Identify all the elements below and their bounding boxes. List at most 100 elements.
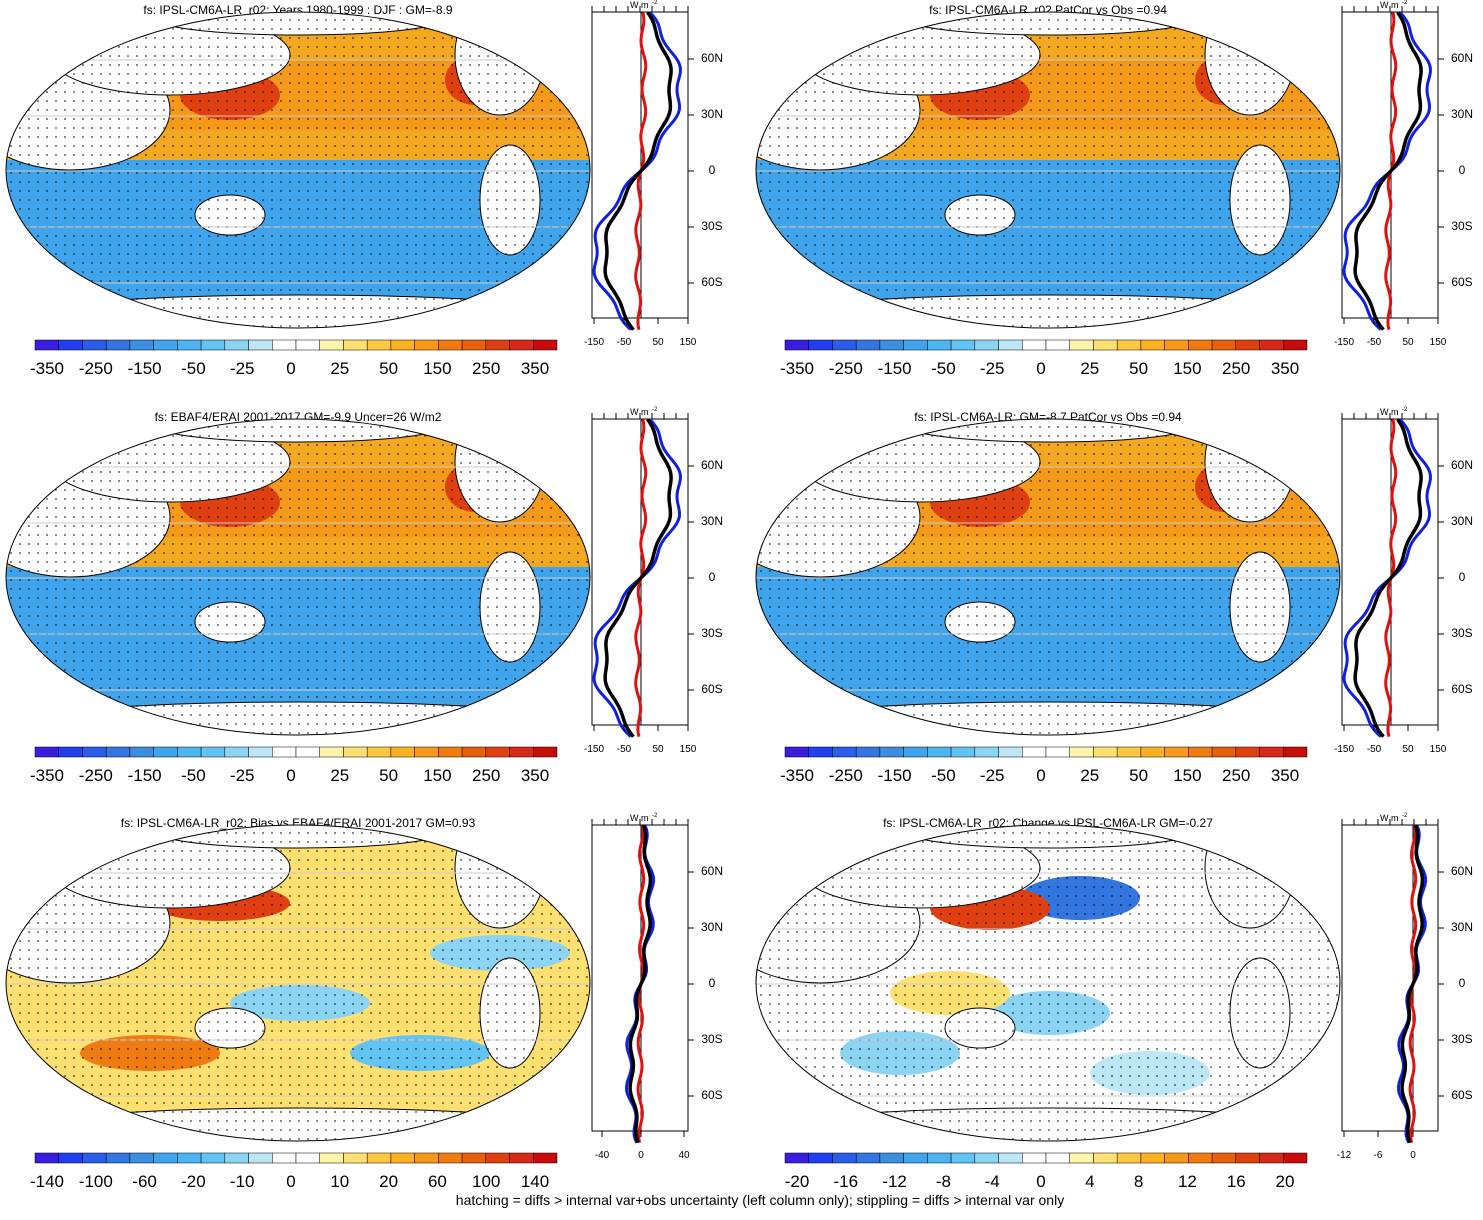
zonal-y-tick-label: 30S [1451, 219, 1472, 233]
colorbar-box [927, 339, 952, 351]
zonal-y-tick-label: 60N [701, 458, 723, 472]
colorbar-box [1211, 1152, 1237, 1164]
zonal-y-tick-label: 30N [701, 107, 723, 121]
colorbar-label: 50 [1129, 359, 1148, 378]
colorbar-label: 50 [379, 766, 398, 785]
zonal-y-tick-label: 0 [1459, 163, 1466, 177]
colorbar-label: -350 [780, 766, 814, 785]
colorbar-box [533, 746, 558, 758]
colorbar-label: -250 [79, 766, 113, 785]
colorbar-box [1116, 1152, 1142, 1164]
colorbar-label: 150 [423, 359, 451, 378]
colorbar-box [200, 1152, 226, 1164]
colorbar-label: 25 [330, 359, 349, 378]
zonal-y-tick-label: 60S [1451, 682, 1472, 696]
colorbar-box [903, 1152, 928, 1164]
colorbar-box [950, 746, 976, 758]
colorbar-label: 0 [1036, 766, 1045, 785]
colorbar-box [105, 746, 131, 758]
colorbar-box [855, 746, 881, 758]
units-exp: -2 [1402, 813, 1408, 819]
colorbar-box [366, 1152, 392, 1164]
panel-title: fs: IPSL-CM6A-LR_r02 PatCor vs Obs =0.94 [929, 3, 1167, 17]
colorbar-box [533, 339, 558, 351]
zonal-x-tick-label: -50 [1367, 337, 1382, 348]
colorbar-box [1069, 339, 1094, 351]
colorbar-box [832, 339, 857, 351]
colorbar-label: 12 [1178, 1172, 1197, 1191]
colorbar-box [34, 746, 59, 758]
colorbar-box [390, 339, 415, 351]
colorbar-box [414, 746, 439, 758]
colorbar-label: -140 [30, 1172, 64, 1191]
zonal-x-tick-label: -6 [1374, 1150, 1383, 1161]
zonal-y-tick-label: 30S [1451, 626, 1472, 640]
colorbar-box [390, 1152, 415, 1164]
zonal-y-tick-label: 30S [701, 1032, 722, 1046]
colorbar-label: -350 [780, 359, 814, 378]
map [6, 12, 590, 328]
colorbar-box [1164, 1152, 1189, 1164]
colorbar-box [1022, 1152, 1047, 1164]
colorbar-box [808, 339, 833, 351]
colorbar-box [1283, 746, 1308, 758]
colorbar-box [153, 746, 178, 758]
colorbar-label: 50 [1129, 766, 1148, 785]
zonal-x-tick-label: -12 [1337, 1150, 1352, 1161]
colorbar-box [1022, 339, 1047, 351]
colorbar-box [129, 1152, 154, 1164]
colorbar-box [998, 339, 1023, 351]
colorbar-box [177, 1152, 202, 1164]
colorbar-box [343, 1152, 368, 1164]
colorbar-label: -25 [980, 359, 1005, 378]
colorbar-box [82, 1152, 107, 1164]
units: W m [1380, 407, 1399, 417]
zonal-line [1353, 418, 1423, 738]
zonal-y-tick-label: 30N [701, 920, 723, 934]
colorbar-box [82, 339, 107, 351]
zonal-x-tick-label: -150 [1334, 337, 1354, 348]
panel: fs: IPSL-CM6A-LR_r02 PatCor vs Obs =0.94… [755, 0, 1473, 378]
colorbar-box [461, 1152, 487, 1164]
colorbar-box [295, 339, 320, 351]
colorbar-box [248, 339, 273, 351]
zonal-x-tick-label: 50 [1402, 337, 1414, 348]
colorbar-box [1235, 339, 1260, 351]
zonal-y-tick-label: 30S [701, 626, 722, 640]
colorbar-label: 25 [1080, 359, 1099, 378]
colorbar-box [177, 339, 202, 351]
colorbar-box [950, 1152, 976, 1164]
colorbar-box [200, 746, 226, 758]
map-outline [755, 418, 1341, 736]
colorbar-box [177, 746, 202, 758]
colorbar-box [1069, 1152, 1094, 1164]
colorbar-box [879, 746, 904, 758]
colorbar-box [1116, 746, 1142, 758]
map [756, 12, 1340, 328]
zonal-line [1400, 824, 1425, 1144]
colorbar-box [1093, 339, 1118, 351]
colorbar-label: 16 [1227, 1172, 1246, 1191]
units: W m [1380, 0, 1399, 10]
colorbar-box [509, 1152, 534, 1164]
colorbar-box [1093, 1152, 1118, 1164]
colorbar-box [485, 339, 510, 351]
colorbar-label: -20 [785, 1172, 810, 1191]
colorbar-box [784, 339, 809, 351]
colorbar-box [808, 746, 833, 758]
colorbar-box [950, 339, 976, 351]
zonal-y-tick-label: 60S [701, 1088, 722, 1102]
zonal-x-tick-label: 50 [652, 744, 664, 755]
zonal-y-tick-label: 30N [1451, 107, 1473, 121]
colorbar-box [34, 1152, 59, 1164]
colorbar-label: -25 [230, 766, 255, 785]
zonal-x-tick-label: 0 [1410, 1150, 1416, 1161]
colorbar-box [366, 746, 392, 758]
colorbar-box [1164, 746, 1189, 758]
zonal-x-tick-label: -150 [1334, 744, 1354, 755]
panel: fs: IPSL-CM6A-LR_r02: Change vs IPSL-CM6… [755, 813, 1473, 1191]
zonal-y-tick-label: 60S [701, 682, 722, 696]
colorbar-box [272, 1152, 297, 1164]
colorbar-box [1211, 339, 1237, 351]
panel: fs: EBAF4/ERAI 2001-2017 GM=-9.9 Uncer=2… [5, 407, 723, 785]
